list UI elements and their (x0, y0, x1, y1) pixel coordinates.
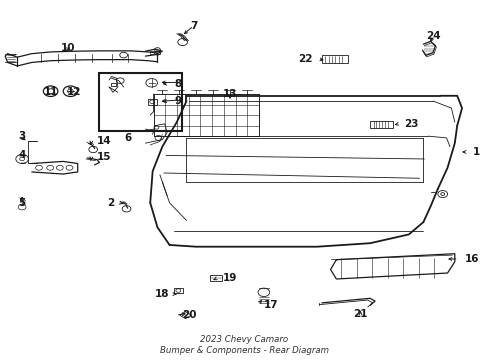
Text: 12: 12 (67, 87, 81, 97)
Bar (99, 73, 181, 131)
Text: 5: 5 (19, 198, 26, 208)
Text: 18: 18 (155, 289, 169, 299)
Text: 22: 22 (297, 54, 311, 64)
Bar (150, 51, 160, 54)
Text: 8: 8 (174, 78, 181, 89)
Bar (110, 83, 116, 86)
Text: 11: 11 (44, 87, 58, 97)
Text: 3: 3 (19, 131, 26, 141)
Text: 9: 9 (174, 96, 181, 106)
Text: 4: 4 (19, 150, 26, 161)
Bar (147, 99, 156, 104)
Text: 6: 6 (124, 133, 132, 143)
Text: 7: 7 (190, 21, 197, 31)
Text: 21: 21 (352, 310, 367, 319)
Text: 23: 23 (403, 119, 418, 129)
Bar (369, 121, 393, 128)
Text: 1: 1 (472, 147, 479, 157)
Bar (321, 55, 348, 63)
Text: 20: 20 (181, 310, 196, 320)
Text: 2: 2 (106, 198, 114, 208)
Text: 14: 14 (97, 136, 111, 147)
Bar (174, 288, 182, 293)
Text: 15: 15 (97, 152, 111, 162)
Text: 13: 13 (223, 89, 237, 99)
Text: 24: 24 (425, 31, 440, 41)
Text: 17: 17 (264, 300, 278, 310)
Text: 16: 16 (464, 254, 478, 264)
Text: 10: 10 (61, 44, 75, 53)
Text: 19: 19 (223, 273, 237, 283)
Bar (209, 275, 222, 281)
Text: 2023 Chevy Camaro
Bumper & Components - Rear Diagram: 2023 Chevy Camaro Bumper & Components - … (160, 334, 328, 355)
